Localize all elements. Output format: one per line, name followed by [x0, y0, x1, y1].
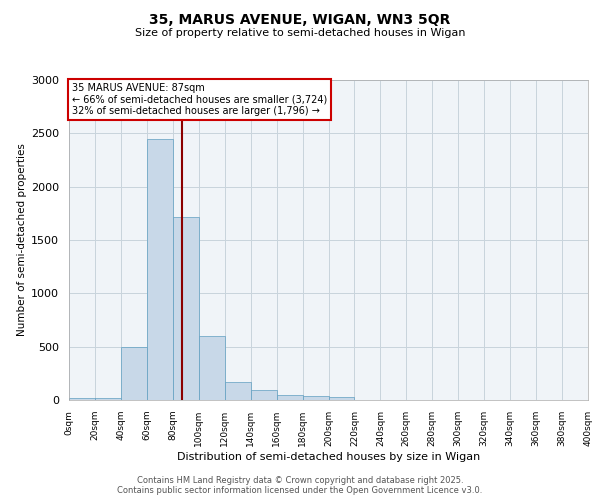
Bar	[251, 390, 277, 400]
Bar	[199, 336, 224, 400]
Bar	[95, 398, 121, 400]
Y-axis label: Number of semi-detached properties: Number of semi-detached properties	[17, 144, 27, 336]
Bar	[69, 398, 95, 400]
Bar	[277, 394, 302, 400]
Text: 35, MARUS AVENUE, WIGAN, WN3 5QR: 35, MARUS AVENUE, WIGAN, WN3 5QR	[149, 12, 451, 26]
Bar	[173, 216, 199, 400]
Bar	[147, 138, 173, 400]
Text: Size of property relative to semi-detached houses in Wigan: Size of property relative to semi-detach…	[135, 28, 465, 38]
Bar	[329, 398, 355, 400]
X-axis label: Distribution of semi-detached houses by size in Wigan: Distribution of semi-detached houses by …	[177, 452, 480, 462]
Text: 35 MARUS AVENUE: 87sqm
← 66% of semi-detached houses are smaller (3,724)
32% of : 35 MARUS AVENUE: 87sqm ← 66% of semi-det…	[71, 83, 327, 116]
Bar	[302, 396, 329, 400]
Text: Contains HM Land Registry data © Crown copyright and database right 2025.
Contai: Contains HM Land Registry data © Crown c…	[118, 476, 482, 495]
Bar	[225, 382, 251, 400]
Bar	[121, 346, 147, 400]
